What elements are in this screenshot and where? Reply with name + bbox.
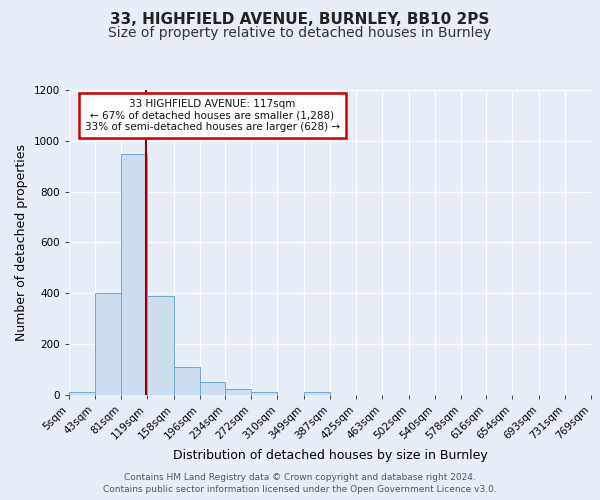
Bar [121, 154, 147, 395]
Text: Contains HM Land Registry data © Crown copyright and database right 2024.: Contains HM Land Registry data © Crown c… [124, 472, 476, 482]
Bar [304, 392, 330, 395]
Bar [173, 367, 199, 395]
X-axis label: Distribution of detached houses by size in Burnley: Distribution of detached houses by size … [173, 449, 487, 462]
Bar [199, 382, 226, 395]
Bar [147, 296, 173, 395]
Text: Size of property relative to detached houses in Burnley: Size of property relative to detached ho… [109, 26, 491, 40]
Text: Contains public sector information licensed under the Open Government Licence v3: Contains public sector information licen… [103, 485, 497, 494]
Bar [95, 294, 121, 395]
Bar [251, 392, 277, 395]
Bar [226, 388, 251, 395]
Y-axis label: Number of detached properties: Number of detached properties [15, 144, 28, 341]
Bar [69, 392, 95, 395]
Text: 33 HIGHFIELD AVENUE: 117sqm
← 67% of detached houses are smaller (1,288)
33% of : 33 HIGHFIELD AVENUE: 117sqm ← 67% of det… [85, 99, 340, 132]
Text: 33, HIGHFIELD AVENUE, BURNLEY, BB10 2PS: 33, HIGHFIELD AVENUE, BURNLEY, BB10 2PS [110, 12, 490, 28]
